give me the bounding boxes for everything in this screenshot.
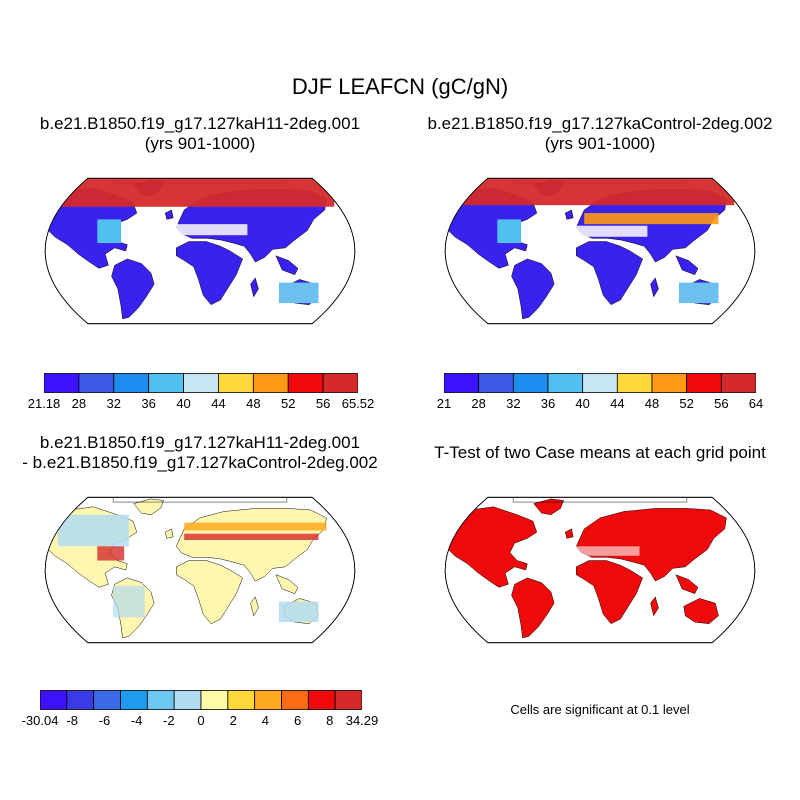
colorbar-tick-label: 34.29 bbox=[345, 713, 379, 728]
colorbar-swatch bbox=[120, 690, 148, 710]
colorbar-case2 bbox=[444, 373, 756, 393]
colorbar-tick-label: 8 bbox=[326, 713, 334, 728]
colorbar-swatch bbox=[66, 690, 95, 710]
colorbar-swatch bbox=[651, 373, 688, 393]
figure-title: DJF LEAFCN (gC/gN) bbox=[291, 74, 509, 99]
colorbar-tick-label: 28 bbox=[71, 396, 87, 411]
colorbar-swatch bbox=[78, 373, 115, 393]
colorbar-swatch bbox=[444, 373, 480, 393]
colorbar-swatch bbox=[582, 373, 618, 393]
panel-diff-title: b.e21.B1850.f19_g17.127kaH11-2deg.001 bbox=[39, 433, 361, 452]
colorbar-tick-label: 48 bbox=[644, 396, 660, 411]
colorbar-case1 bbox=[44, 373, 358, 393]
panel-case1-title: b.e21.B1850.f19_g17.127kaH11-2deg.001 bbox=[39, 114, 361, 133]
colorbar-tick-label: 21 bbox=[436, 396, 452, 411]
colorbar-tick-label: 28 bbox=[471, 396, 486, 411]
colorbar-swatch bbox=[720, 373, 756, 393]
colorbar-tick-label: 64 bbox=[748, 396, 764, 411]
colorbar-swatch bbox=[113, 373, 150, 393]
colorbar-tick-label: -8 bbox=[66, 713, 78, 728]
map-difference bbox=[44, 496, 356, 644]
colorbar-swatch bbox=[334, 690, 362, 710]
colorbar-tick-label: 4 bbox=[261, 713, 270, 728]
colorbar-tick-label: 40 bbox=[575, 396, 590, 411]
map-ttest bbox=[444, 496, 756, 644]
colorbar-tick-label: -2 bbox=[163, 713, 175, 728]
colorbar-tick-label: 56 bbox=[315, 396, 331, 411]
panel-ttest-title: T-Test of two Case means at each grid po… bbox=[434, 443, 766, 462]
colorbar-swatch bbox=[547, 373, 584, 393]
colorbar-swatch bbox=[478, 373, 514, 393]
panel-case2-years: (yrs 901-1000) bbox=[544, 134, 656, 153]
colorbar-difference-labels: -30.04 -8 -6 -4 -2 0 2 4 6 8 34.29 bbox=[22, 713, 379, 729]
colorbar-tick-label: 36 bbox=[540, 396, 556, 411]
colorbar-swatch bbox=[307, 690, 336, 710]
colorbar-swatch bbox=[686, 373, 722, 393]
colorbar-difference bbox=[40, 690, 362, 710]
panel-case1-years: (yrs 901-1000) bbox=[144, 134, 256, 153]
colorbar-tick-label: 36 bbox=[141, 396, 156, 411]
colorbar-tick-label: 32 bbox=[106, 396, 121, 411]
colorbar-tick-label: -30.04 bbox=[21, 713, 59, 728]
colorbar-swatch bbox=[281, 690, 309, 710]
colorbar-swatch bbox=[93, 690, 121, 710]
colorbar-swatch bbox=[218, 373, 254, 393]
colorbar-swatch bbox=[200, 690, 229, 710]
colorbar-swatch bbox=[287, 373, 324, 393]
colorbar-swatch bbox=[148, 373, 184, 393]
colorbar-tick-label: 6 bbox=[293, 713, 302, 728]
colorbar-tick-label: 65.52 bbox=[341, 396, 375, 411]
colorbar-swatch bbox=[146, 690, 175, 710]
colorbar-tick-label: 0 bbox=[197, 713, 205, 728]
colorbar-tick-label: 56 bbox=[714, 396, 729, 411]
colorbar-swatch bbox=[44, 373, 80, 393]
colorbar-swatch bbox=[227, 690, 256, 710]
colorbar-swatch bbox=[322, 373, 358, 393]
map-case1 bbox=[44, 177, 356, 325]
colorbar-tick-label: 40 bbox=[176, 396, 191, 411]
colorbar-tick-label: 48 bbox=[246, 396, 261, 411]
colorbar-tick-label: 2 bbox=[229, 713, 237, 728]
significance-note: Cells are significant at 0.1 level bbox=[510, 702, 690, 717]
colorbar-swatch bbox=[40, 690, 68, 710]
colorbar-swatch bbox=[252, 373, 289, 393]
colorbar-tick-label: 52 bbox=[280, 396, 296, 411]
colorbar-case1-labels: 21.18 28 32 36 40 44 48 52 56 65.52 bbox=[28, 396, 375, 412]
colorbar-tick-label: 21.18 bbox=[27, 396, 61, 411]
colorbar-swatch bbox=[512, 373, 549, 393]
panel-case2-title: b.e21.B1850.f19_g17.127kaControl-2deg.00… bbox=[427, 114, 773, 133]
colorbar-swatch bbox=[616, 373, 653, 393]
colorbar-tick-label: -4 bbox=[130, 713, 143, 728]
colorbar-swatch bbox=[173, 690, 202, 710]
colorbar-tick-label: 44 bbox=[610, 396, 625, 411]
colorbar-case2-labels: 21 28 32 36 40 44 48 52 56 64 bbox=[437, 396, 763, 412]
colorbar-tick-label: 52 bbox=[679, 396, 694, 411]
map-case2 bbox=[444, 177, 756, 325]
panel-diff-subtitle: - b.e21.B1850.f19_g17.127kaControl-2deg.… bbox=[22, 453, 378, 472]
colorbar-swatch bbox=[254, 690, 282, 710]
colorbar-tick-label: 44 bbox=[211, 396, 226, 411]
colorbar-swatch bbox=[183, 373, 219, 393]
colorbar-tick-label: -6 bbox=[98, 713, 111, 728]
colorbar-tick-label: 32 bbox=[506, 396, 521, 411]
